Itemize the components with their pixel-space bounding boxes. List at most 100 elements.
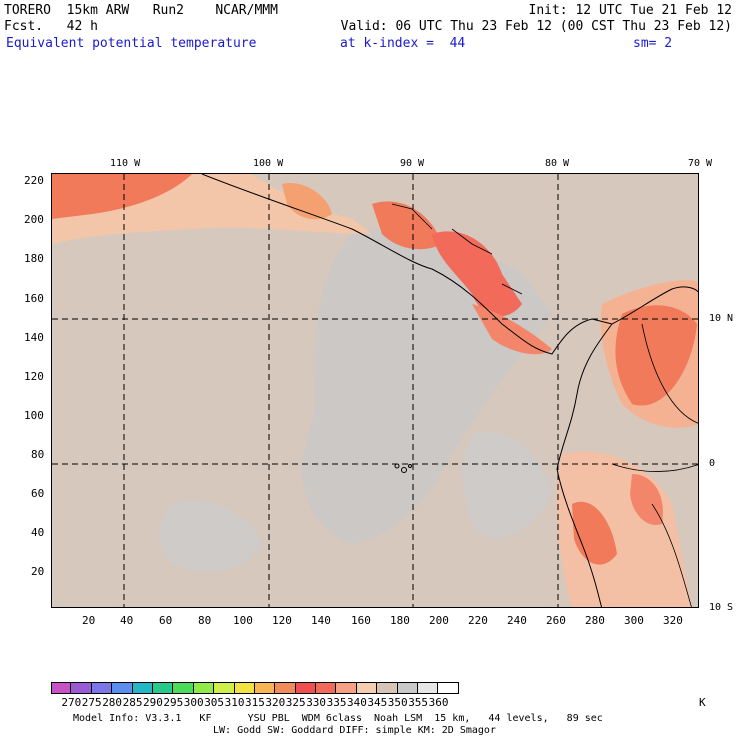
- colorbar-swatch: [234, 683, 255, 693]
- x-tick-200: 200: [429, 614, 449, 627]
- x-tick-180: 180: [390, 614, 410, 627]
- x-tick-140: 140: [311, 614, 331, 627]
- colorbar-swatch: [438, 683, 459, 693]
- lon-label-80w: 80 W: [545, 158, 570, 169]
- colorbar-label: 345: [367, 696, 388, 709]
- colorbar-label: 320: [265, 696, 286, 709]
- colorbar-label: 305: [204, 696, 225, 709]
- x-tick-20: 20: [82, 614, 96, 627]
- colorbar-swatch: [316, 683, 337, 693]
- hot-patch-costa-rica: [472, 304, 552, 355]
- colorbar-label: 335: [326, 696, 347, 709]
- colorbar-label: 330: [306, 696, 327, 709]
- x-tick-120: 120: [272, 614, 292, 627]
- header-valid-time: Valid: 06 UTC Thu 23 Feb 12 (00 CST Thu …: [340, 19, 732, 34]
- grey-patch-west: [158, 501, 262, 573]
- field-title: Equivalent potential temperature: [6, 36, 257, 51]
- colorbar: [51, 682, 459, 694]
- header-init-time: Init: 12 UTC Tue 21 Feb 12: [528, 3, 733, 18]
- colorbar-label: 295: [163, 696, 184, 709]
- x-tick-260: 260: [546, 614, 566, 627]
- x-tick-300: 300: [624, 614, 644, 627]
- colorbar-unit: K: [699, 696, 706, 709]
- colorbar-swatch: [275, 683, 296, 693]
- coastline-caribbean: [611, 286, 698, 325]
- colorbar-label: 360: [428, 696, 449, 709]
- colorbar-label: 355: [408, 696, 429, 709]
- theta-e-map-panel: [51, 173, 699, 608]
- coastline-south-america: [556, 323, 613, 607]
- colorbar-swatch: [254, 683, 276, 693]
- colorbar-label: 300: [183, 696, 204, 709]
- grey-patch-south: [462, 432, 552, 539]
- hot-patch-northwest: [52, 174, 192, 219]
- x-tick-60: 60: [159, 614, 173, 627]
- y-tick-20: 20: [31, 565, 45, 578]
- colorbar-swatch: [173, 683, 194, 693]
- hot-patch-central-america: [432, 231, 522, 317]
- colorbar-swatch: [193, 683, 215, 693]
- colorbar-swatch: [397, 683, 419, 693]
- hot-patch-peru: [630, 474, 663, 525]
- y-tick-220: 220: [24, 174, 44, 187]
- graticule: [52, 174, 698, 607]
- colorbar-label: 315: [245, 696, 265, 709]
- hot-patch-andes: [572, 501, 617, 565]
- header-model-run: TORERO 15km ARW Run2 NCAR/MMM: [4, 3, 278, 18]
- physics-info-line: LW: Godd SW: Goddard DIFF: simple KM: 2D…: [213, 725, 496, 736]
- y-tick-200: 200: [24, 213, 44, 226]
- colorbar-label: 280: [102, 696, 123, 709]
- colorbar-label: 310: [224, 696, 245, 709]
- colorbar-label: 340: [347, 696, 367, 709]
- galapagos-island-3: [408, 464, 412, 468]
- hot-patch-mexico: [282, 183, 332, 220]
- x-tick-100: 100: [233, 614, 253, 627]
- lat-label-equator: 0: [709, 458, 716, 469]
- lon-label-70w: 70 W: [688, 158, 713, 169]
- colorbar-swatch: [71, 683, 92, 693]
- colorbar-swatch: [336, 683, 357, 693]
- header-forecast-hour: Fcst. 42 h: [4, 19, 98, 34]
- colorbar-label: 285: [122, 696, 143, 709]
- y-tick-40: 40: [31, 526, 45, 539]
- country-borders-central-america: [391, 203, 523, 295]
- x-tick-280: 280: [585, 614, 605, 627]
- colorbar-swatch: [418, 683, 439, 693]
- y-tick-60: 60: [31, 487, 45, 500]
- model-info-line: Model Info: V3.3.1 KF YSU PBL WDM 6class…: [73, 713, 603, 724]
- colorbar-label: 275: [81, 696, 102, 709]
- k-index-label: at k-index = 44: [340, 36, 466, 51]
- colorbar-label: 270: [61, 696, 82, 709]
- colorbar-label: 350: [387, 696, 408, 709]
- galapagos-island-2: [401, 467, 407, 473]
- y-tick-140: 140: [24, 331, 44, 344]
- x-tick-220: 220: [468, 614, 488, 627]
- colorbar-swatch: [377, 683, 398, 693]
- lon-label-100w: 100 W: [253, 158, 284, 169]
- x-tick-80: 80: [198, 614, 212, 627]
- colorbar-swatch: [152, 683, 174, 693]
- x-tick-160: 160: [351, 614, 371, 627]
- x-tick-40: 40: [120, 614, 134, 627]
- colorbar-label: 290: [143, 696, 163, 709]
- colorbar-swatch: [295, 683, 317, 693]
- colorbar-swatch: [214, 683, 235, 693]
- lat-label-10n: 10 N: [709, 313, 734, 324]
- y-tick-180: 180: [24, 252, 44, 265]
- x-tick-240: 240: [507, 614, 527, 627]
- hot-patch-guatemala: [372, 201, 442, 250]
- lat-label-10s: 10 S: [709, 602, 734, 613]
- colorbar-swatch: [91, 683, 113, 693]
- hot-patch-colombia: [615, 305, 697, 406]
- colorbar-swatch: [356, 683, 378, 693]
- lon-label-90w: 90 W: [400, 158, 425, 169]
- colorbar-swatch: [132, 683, 153, 693]
- theta-e-field: [52, 174, 698, 607]
- y-tick-80: 80: [31, 448, 45, 461]
- y-tick-100: 100: [24, 409, 44, 422]
- colorbar-label: 325: [285, 696, 306, 709]
- x-tick-320: 320: [663, 614, 683, 627]
- y-tick-160: 160: [24, 292, 44, 305]
- country-borders-south-america: [611, 323, 698, 607]
- y-tick-120: 120: [24, 370, 44, 383]
